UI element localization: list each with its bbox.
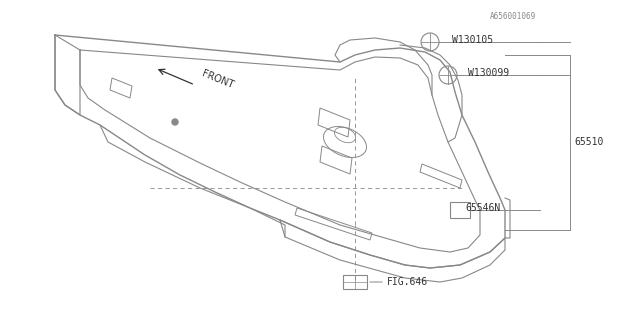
Bar (343, 275, 367, 289)
Bar (450, 202, 470, 218)
Text: 65546N: 65546N (465, 203, 500, 213)
Text: W130105: W130105 (452, 35, 493, 45)
Text: W130099: W130099 (468, 68, 509, 78)
Text: A656001069: A656001069 (490, 12, 536, 21)
Text: 65510: 65510 (574, 137, 604, 147)
Circle shape (172, 119, 178, 125)
Text: FRONT: FRONT (200, 68, 235, 90)
Text: FIG.646: FIG.646 (387, 277, 428, 287)
